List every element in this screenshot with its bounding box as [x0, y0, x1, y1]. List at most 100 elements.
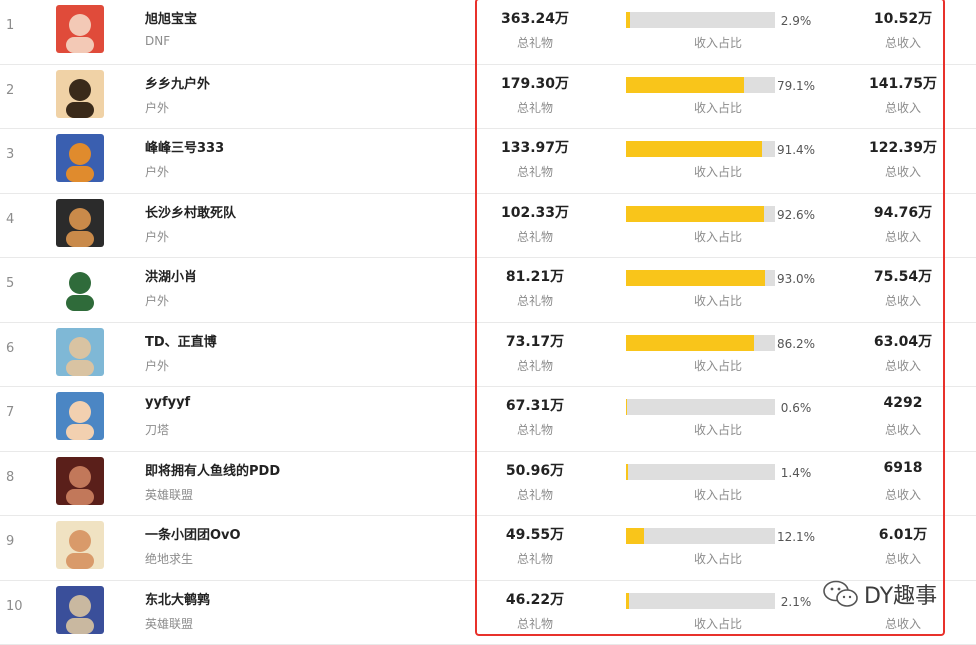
table-row[interactable]: 3 峰峰三号333 户外 133.97万 总礼物 91.4% 收入占比 122.…: [0, 129, 976, 194]
total-income-value: 141.75万: [848, 73, 958, 93]
total-gift-label: 总礼物: [480, 486, 590, 503]
streamer-name[interactable]: 即将拥有人鱼线的PDD: [145, 460, 280, 479]
total-gift-value: 363.24万: [480, 8, 590, 28]
income-share-fill: [626, 399, 627, 415]
income-share-bar: [626, 77, 775, 93]
income-share-fill: [626, 335, 754, 351]
income-share-label: 收入占比: [668, 615, 768, 632]
streamer-name[interactable]: 乡乡九户外: [145, 73, 210, 92]
income-share-percent: 92.6%: [776, 208, 816, 222]
total-gift-label: 总礼物: [480, 615, 590, 632]
streamer-name[interactable]: yyfyyf: [145, 395, 190, 410]
income-share-percent: 91.4%: [776, 143, 816, 157]
rank-number: 6: [6, 341, 20, 356]
income-share-fill: [626, 141, 762, 157]
streamer-category: 户外: [145, 228, 169, 245]
avatar[interactable]: [56, 134, 104, 182]
table-row[interactable]: 4 长沙乡村敢死队 户外 102.33万 总礼物 92.6% 收入占比 94.7…: [0, 194, 976, 259]
total-income-value: 75.54万: [848, 266, 958, 286]
table-row[interactable]: 9 一条小团团OvO 绝地求生 49.55万 总礼物 12.1% 收入占比 6.…: [0, 516, 976, 581]
streamer-category: 英雄联盟: [145, 615, 193, 632]
table-row[interactable]: 5 洪湖小肖 户外 81.21万 总礼物 93.0% 收入占比 75.54万 总…: [0, 258, 976, 323]
rank-number: 10: [6, 599, 20, 614]
watermark: DY趣事: [822, 578, 937, 610]
total-income-label: 总收入: [848, 550, 958, 567]
income-share-fill: [626, 528, 644, 544]
avatar[interactable]: [56, 263, 104, 311]
avatar[interactable]: [56, 521, 104, 569]
income-share-fill: [626, 77, 744, 93]
income-share-label: 收入占比: [668, 292, 768, 309]
total-income-label: 总收入: [848, 292, 958, 309]
total-income-value: 6918: [848, 460, 958, 476]
total-income-value: 94.76万: [848, 202, 958, 222]
total-income-label: 总收入: [848, 615, 958, 632]
table-row[interactable]: 7 yyfyyf 刀塔 67.31万 总礼物 0.6% 收入占比 4292 总收…: [0, 387, 976, 452]
streamer-name[interactable]: 洪湖小肖: [145, 266, 197, 285]
total-gift-value: 50.96万: [480, 460, 590, 480]
streamer-category: DNF: [145, 34, 170, 48]
rank-number: 9: [6, 534, 20, 549]
avatar[interactable]: [56, 5, 104, 53]
total-gift-value: 67.31万: [480, 395, 590, 415]
streamer-name[interactable]: TD、正直博: [145, 331, 217, 350]
total-gift-value: 179.30万: [480, 73, 590, 93]
income-share-fill: [626, 464, 628, 480]
streamer-category: 刀塔: [145, 421, 169, 438]
total-income-label: 总收入: [848, 228, 958, 245]
streamer-name[interactable]: 峰峰三号333: [145, 137, 224, 156]
total-income-label: 总收入: [848, 486, 958, 503]
total-gift-value: 46.22万: [480, 589, 590, 609]
table-row[interactable]: 2 乡乡九户外 户外 179.30万 总礼物 79.1% 收入占比 141.75…: [0, 65, 976, 130]
rank-number: 5: [6, 276, 20, 291]
streamer-name[interactable]: 旭旭宝宝: [145, 8, 197, 27]
total-income-label: 总收入: [848, 163, 958, 180]
income-share-fill: [626, 206, 764, 222]
income-share-label: 收入占比: [668, 228, 768, 245]
table-row[interactable]: 8 即将拥有人鱼线的PDD 英雄联盟 50.96万 总礼物 1.4% 收入占比 …: [0, 452, 976, 517]
income-share-percent: 86.2%: [776, 337, 816, 351]
total-gift-value: 49.55万: [480, 524, 590, 544]
avatar[interactable]: [56, 199, 104, 247]
rank-number: 1: [6, 18, 20, 33]
avatar[interactable]: [56, 328, 104, 376]
streamer-name[interactable]: 东北大鹌鹑: [145, 589, 210, 608]
table-row[interactable]: 6 TD、正直博 户外 73.17万 总礼物 86.2% 收入占比 63.04万…: [0, 323, 976, 388]
total-gift-label: 总礼物: [480, 99, 590, 116]
streamer-category: 户外: [145, 292, 169, 309]
income-share-percent: 2.1%: [776, 595, 816, 609]
avatar[interactable]: [56, 457, 104, 505]
streamer-name[interactable]: 长沙乡村敢死队: [145, 202, 236, 221]
streamer-name[interactable]: 一条小团团OvO: [145, 524, 241, 543]
total-gift-value: 81.21万: [480, 266, 590, 286]
income-share-percent: 79.1%: [776, 79, 816, 93]
total-income-label: 总收入: [848, 34, 958, 51]
streamer-category: 绝地求生: [145, 550, 193, 567]
table-row[interactable]: 1 旭旭宝宝 DNF 363.24万 总礼物 2.9% 收入占比 10.52万 …: [0, 0, 976, 65]
rank-number: 7: [6, 405, 20, 420]
income-share-label: 收入占比: [668, 421, 768, 438]
income-share-bar: [626, 399, 775, 415]
income-share-bar: [626, 528, 775, 544]
streamer-category: 户外: [145, 99, 169, 116]
total-income-value: 122.39万: [848, 137, 958, 157]
streamer-category: 户外: [145, 357, 169, 374]
rank-number: 4: [6, 212, 20, 227]
total-gift-value: 133.97万: [480, 137, 590, 157]
income-share-bar: [626, 593, 775, 609]
total-income-label: 总收入: [848, 357, 958, 374]
total-income-value: 6.01万: [848, 524, 958, 544]
total-income-value: 10.52万: [848, 8, 958, 28]
avatar[interactable]: [56, 392, 104, 440]
total-gift-value: 102.33万: [480, 202, 590, 222]
rank-number: 3: [6, 147, 20, 162]
total-income-label: 总收入: [848, 421, 958, 438]
income-share-percent: 0.6%: [776, 401, 816, 415]
income-share-label: 收入占比: [668, 163, 768, 180]
streamer-category: 英雄联盟: [145, 486, 193, 503]
avatar[interactable]: [56, 586, 104, 634]
income-share-label: 收入占比: [668, 486, 768, 503]
total-gift-label: 总礼物: [480, 357, 590, 374]
avatar[interactable]: [56, 70, 104, 118]
income-share-bar: [626, 141, 775, 157]
